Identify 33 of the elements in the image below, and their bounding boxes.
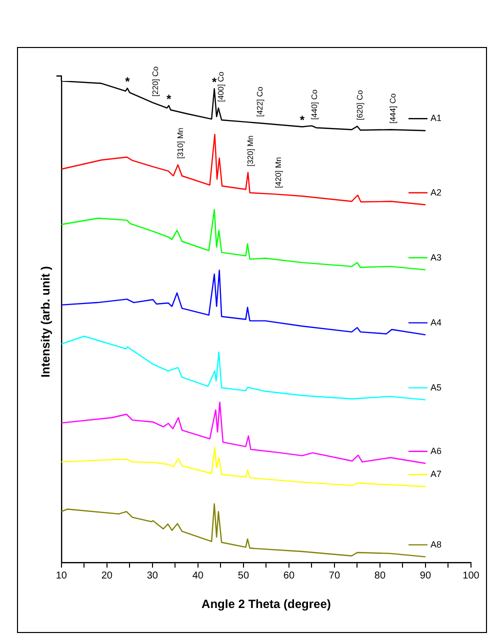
legend-label: A6 [430, 446, 442, 456]
annotation: [220] Co [151, 66, 160, 97]
x-tick-label: 10 [56, 570, 68, 582]
x-tick-label: 100 [462, 570, 480, 582]
y-axis-title: Intensity (arb. unit ) [38, 266, 53, 378]
x-tick-label: 50 [238, 570, 250, 582]
legend-label: A1 [430, 113, 442, 124]
x-tick-label: 60 [283, 570, 295, 582]
annotation: [620] Co [355, 89, 364, 120]
annotation: * [212, 75, 217, 90]
annotation: [400] Co [216, 71, 226, 102]
annotation: * [300, 113, 305, 128]
x-tick-label: 80 [374, 570, 386, 582]
legend-label: A3 [430, 252, 442, 262]
annotation: [320] Mn [246, 135, 256, 167]
x-tick-label: 20 [101, 570, 113, 582]
annotation: [440] Co [310, 88, 319, 120]
legend-label: A7 [430, 468, 442, 479]
legend-label: A5 [430, 382, 442, 392]
annotation: [422] Co [255, 86, 264, 117]
x-tick-label: 90 [420, 570, 432, 582]
x-tick-label: 30 [146, 570, 158, 582]
legend-label: A4 [430, 317, 442, 328]
legend-label: A2 [430, 187, 442, 198]
annotation: * [125, 74, 130, 89]
annotation: [310] Mn [176, 128, 186, 159]
annotation: [444] Co [388, 92, 398, 124]
legend-label: A8 [430, 539, 442, 550]
x-axis-title: Angle 2 Theta (degree) [202, 597, 331, 612]
x-tick-label: 70 [328, 570, 340, 582]
annotation: * [166, 92, 172, 106]
annotation: [420] Mn [274, 157, 283, 188]
x-tick-label: 40 [192, 570, 204, 582]
